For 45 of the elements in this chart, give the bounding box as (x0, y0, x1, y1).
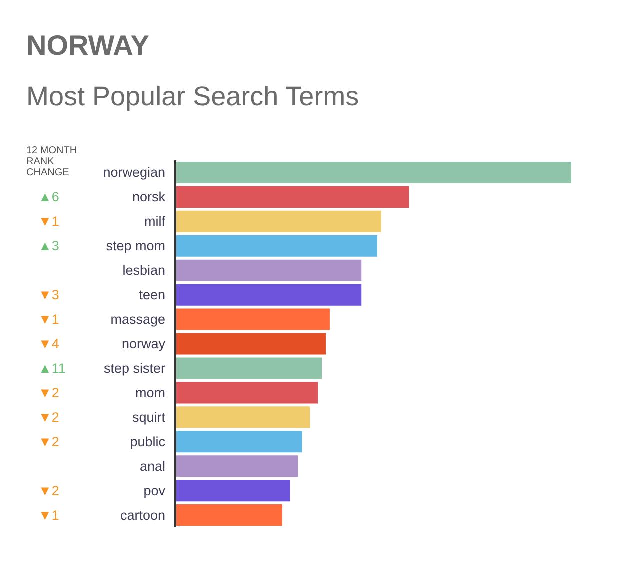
text: ▼1 (38, 214, 60, 230)
text: ▼1 (38, 312, 60, 328)
y-tick-label: norway (122, 336, 166, 352)
y-tick-label: pov (144, 483, 166, 498)
y-tick-label: norsk (132, 190, 166, 205)
bar (176, 456, 298, 478)
bar (176, 162, 572, 184)
y-tick-label: anal (140, 458, 166, 474)
y-tick-label: lesbian (122, 263, 166, 278)
bar (176, 308, 330, 330)
y-tick-label: step sister (104, 360, 166, 376)
bar (176, 382, 318, 404)
chart-subtitle: Most Popular Search Terms (26, 82, 360, 112)
y-tick-label: cartoon (120, 508, 166, 523)
text: ▼2 (38, 385, 60, 400)
text: ▼2 (38, 483, 60, 498)
text: ▲6 (38, 190, 60, 205)
text: ▲3 (38, 238, 60, 254)
text: ▼2 (38, 410, 60, 425)
bar (176, 480, 290, 502)
bar (176, 333, 326, 355)
bar (176, 210, 382, 232)
y-tick-label: public (130, 434, 166, 450)
y-tick-label: norwegian (103, 165, 166, 180)
y-tick-label: mom (136, 385, 166, 400)
y-tick-label: teen (139, 288, 166, 303)
text: ▲11 (38, 360, 66, 376)
chart-title: NORWAY (26, 30, 150, 61)
y-tick-label: squirt (132, 410, 166, 425)
y-tick-label: milf (144, 214, 166, 230)
bar (176, 235, 378, 257)
bar (176, 284, 362, 306)
text: ▼2 (38, 434, 60, 450)
bar (176, 406, 310, 428)
text: ▼1 (38, 508, 60, 523)
bar (176, 186, 410, 208)
bar (176, 431, 302, 453)
text: 12 MONTH RANK CHANGE (26, 146, 78, 178)
y-tick-label: massage (110, 312, 166, 328)
text: ▼3 (38, 288, 60, 303)
bar (176, 260, 362, 282)
y-tick-label: step mom (106, 238, 166, 254)
bar (176, 358, 322, 380)
text: ▼4 (38, 336, 60, 352)
bar (176, 504, 282, 526)
